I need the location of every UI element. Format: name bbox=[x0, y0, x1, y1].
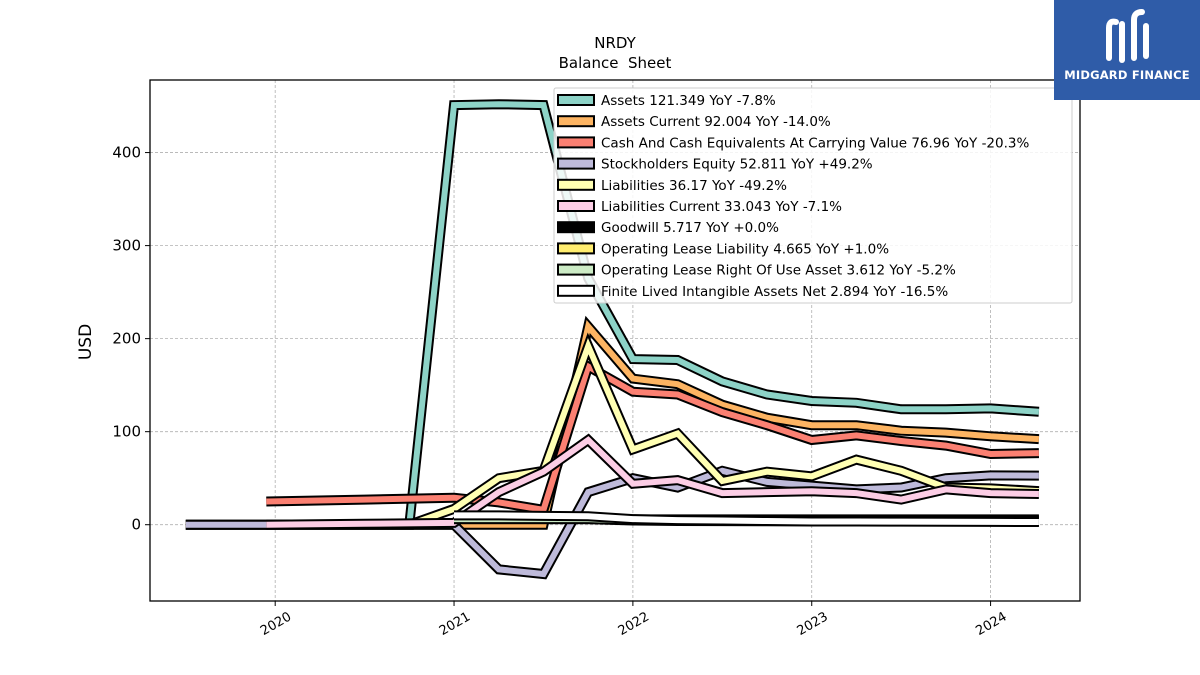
chart-subtitle: Balance Sheet bbox=[559, 54, 672, 72]
y-tick-label: 300 bbox=[112, 237, 141, 255]
legend-label: Stockholders Equity 52.811 YoY +49.2% bbox=[601, 157, 873, 173]
legend-swatch bbox=[557, 157, 595, 170]
midgard-logo-icon bbox=[1106, 9, 1149, 63]
legend-label: Liabilities 36.17 YoY -49.2% bbox=[601, 178, 787, 194]
legend: Assets 121.349 YoY -7.8% Assets Current 9… bbox=[553, 87, 1073, 304]
legend-item: Liabilities 36.17 YoY -49.2% bbox=[557, 178, 787, 194]
x-tick-label: 2023 bbox=[795, 609, 831, 639]
series-line bbox=[185, 99, 1040, 530]
series-line-fill bbox=[408, 337, 1040, 528]
plot-frame bbox=[149, 79, 1081, 602]
series-line bbox=[407, 332, 1040, 530]
legend-item: Liabilities Current 33.043 YoY -7.1% bbox=[557, 199, 842, 215]
series-line bbox=[266, 359, 1039, 516]
x-tick-label: 2024 bbox=[973, 609, 1009, 639]
series-lines bbox=[185, 99, 1040, 580]
legend-swatch bbox=[557, 178, 595, 191]
legend-item: Assets 121.349 YoY -7.8% bbox=[557, 93, 776, 109]
series-line-fill bbox=[185, 101, 1040, 528]
series-line-fill bbox=[454, 512, 1039, 525]
x-tick-label: 2022 bbox=[616, 609, 652, 639]
legend-label: Goodwill 5.717 YoY +0.0% bbox=[601, 220, 779, 236]
legend-item: Goodwill 5.717 YoY +0.0% bbox=[557, 220, 779, 236]
legend-swatch bbox=[557, 115, 595, 128]
series-line-fill bbox=[266, 362, 1039, 514]
legend-swatch bbox=[557, 242, 595, 255]
legend-label: Assets 121.349 YoY -7.8% bbox=[601, 93, 776, 109]
brand-name: MIDGARD FINANCE bbox=[1064, 68, 1190, 82]
legend-label: Finite Lived Intangible Assets Net 2.894… bbox=[601, 284, 948, 300]
legend-item: Operating Lease Right Of Use Asset 3.612… bbox=[557, 263, 956, 279]
legend-item: Finite Lived Intangible Assets Net 2.894… bbox=[557, 284, 948, 300]
legend-item: Assets Current 92.004 YoY -14.0% bbox=[557, 114, 831, 130]
legend-swatch bbox=[557, 221, 595, 234]
legend-swatch bbox=[557, 263, 595, 276]
legend-swatch bbox=[557, 94, 595, 106]
legend-item: Cash And Cash Equivalents At Carrying Va… bbox=[557, 135, 1029, 151]
legend-swatch bbox=[557, 136, 595, 149]
legend-label: Assets Current 92.004 YoY -14.0% bbox=[601, 114, 831, 130]
series-line bbox=[454, 510, 1039, 527]
legend-box bbox=[553, 87, 1073, 304]
legend-swatch bbox=[557, 200, 595, 212]
legend-swatch bbox=[557, 284, 595, 297]
x-tick-label: 2021 bbox=[437, 609, 473, 639]
legend-label: Liabilities Current 33.043 YoY -7.1% bbox=[601, 199, 842, 215]
x-tick-label: 2020 bbox=[258, 609, 294, 639]
brand-logo: MIDGARD FINANCE bbox=[1054, 0, 1200, 100]
legend-label: Operating Lease Right Of Use Asset 3.612… bbox=[601, 263, 956, 279]
y-tick-label: 400 bbox=[112, 144, 141, 162]
series-line bbox=[266, 433, 1039, 530]
y-axis-label: USD bbox=[76, 324, 96, 360]
series-line-fill bbox=[266, 436, 1039, 528]
y-tick-label: 0 bbox=[131, 516, 141, 534]
legend-item: Stockholders Equity 52.811 YoY +49.2% bbox=[557, 157, 873, 173]
legend-label: Cash And Cash Equivalents At Carrying Va… bbox=[601, 135, 1029, 151]
chart-title: NRDY bbox=[594, 34, 636, 52]
legend-item: Operating Lease Liability 4.665 YoY +1.0… bbox=[557, 241, 889, 257]
y-tick-label: 200 bbox=[112, 330, 141, 348]
legend-label: Operating Lease Liability 4.665 YoY +1.0… bbox=[601, 241, 889, 257]
y-tick-label: 100 bbox=[112, 423, 141, 441]
